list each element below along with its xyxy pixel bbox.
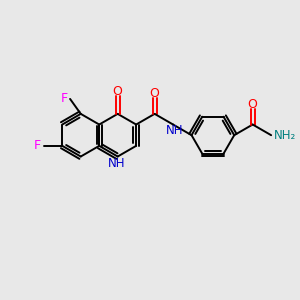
Text: NH₂: NH₂	[274, 129, 296, 142]
Text: F: F	[34, 140, 41, 152]
Text: F: F	[61, 92, 68, 105]
Text: NH: NH	[107, 157, 125, 169]
Text: O: O	[113, 85, 123, 98]
Text: NH: NH	[166, 124, 183, 137]
Text: O: O	[150, 87, 160, 100]
Text: O: O	[248, 98, 258, 111]
